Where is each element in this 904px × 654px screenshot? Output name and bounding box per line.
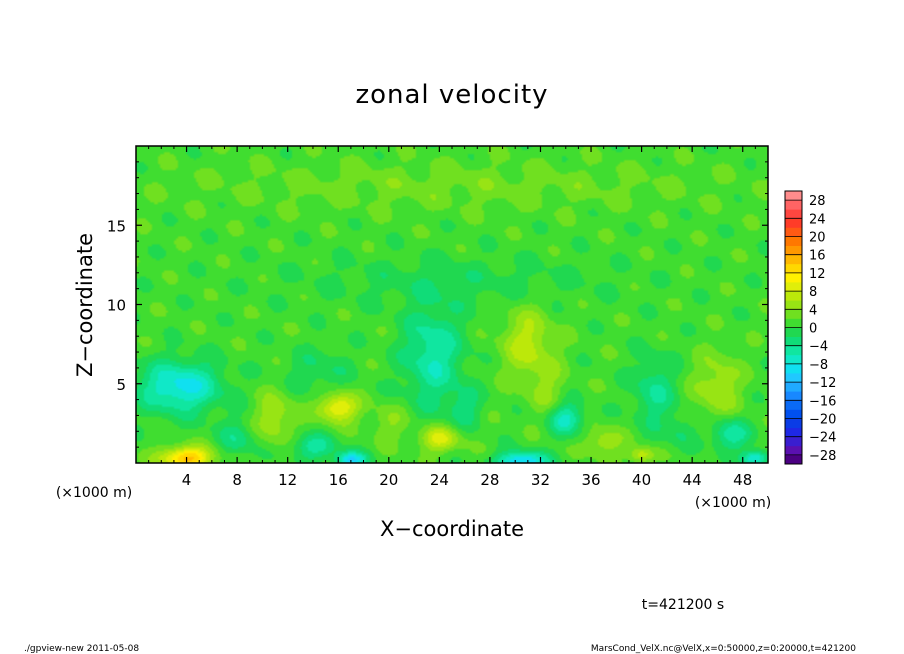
colorbar-swatch (785, 209, 802, 219)
x-tick-label: 36 (581, 471, 600, 489)
time-label: t=421200 s (642, 597, 724, 613)
colorbar-swatch (785, 191, 802, 201)
y-tick-label: 5 (116, 376, 126, 394)
colorbar-swatch (785, 409, 802, 419)
left-footer-note: ./gpview-new 2011-05-08 (24, 644, 139, 654)
x-tick-label: 48 (733, 471, 752, 489)
x-tick-label: 12 (278, 471, 297, 489)
colorbar-swatch (785, 272, 802, 283)
colorbar-swatch (785, 200, 802, 210)
x-tick-label: 24 (430, 471, 449, 489)
x-tick-label: 28 (480, 471, 499, 489)
colorbar-swatch (785, 254, 802, 265)
x-tick-label: 44 (683, 471, 702, 489)
right-footer-note: MarsCond_VelX.nc@VelX,x=0:50000,z=0:2000… (591, 644, 856, 654)
colorbar-swatch (785, 227, 802, 237)
colorbar-tick-label: 16 (809, 249, 826, 264)
colorbar-tick-label: 24 (809, 212, 826, 227)
heatmap-field (136, 146, 768, 463)
colorbar-swatch (785, 427, 802, 438)
x-tick-label: 20 (379, 471, 398, 489)
colorbar-swatch (785, 373, 802, 383)
colorbar-swatch (785, 236, 802, 246)
colorbar-tick-label: −16 (809, 394, 836, 409)
colorbar: −28 −24 −20 −16 −12 −8 −4 0 4 8 12 16 20 24 28 (784, 190, 836, 465)
x-axis-ticks: 4 8 12 16 20 24 28 32 36 40 44 48 (148, 146, 756, 489)
colorbar-tick-label: 28 (809, 194, 826, 209)
colorbar-swatch (785, 345, 802, 356)
colorbar-tick-label: 12 (809, 267, 826, 282)
colorbar-swatch (785, 327, 802, 337)
colorbar-tick-label: −24 (809, 431, 836, 446)
colorbar-swatch (785, 354, 802, 365)
colorbar-swatch (785, 400, 802, 410)
y-unit-label: (×1000 m) (56, 485, 132, 501)
colorbar-swatch (785, 309, 802, 319)
chart-title: zonal velocity (355, 80, 548, 110)
y-tick-label: 15 (107, 217, 126, 235)
colorbar-swatch (785, 245, 802, 256)
x-tick-label: 40 (632, 471, 651, 489)
colorbar-swatch (785, 282, 802, 292)
colorbar-tick-label: −4 (809, 340, 828, 355)
colorbar-swatch (785, 363, 802, 374)
colorbar-tick-label: 20 (809, 231, 826, 246)
colorbar-tick-label: 4 (809, 303, 817, 318)
colorbar-tick-label: −12 (809, 376, 836, 391)
colorbar-tick-label: −28 (809, 449, 836, 464)
colorbar-swatch (785, 391, 802, 401)
colorbar-swatch (785, 291, 802, 301)
y-axis-ticks: 5 10 15 (107, 161, 768, 448)
colorbar-tick-label: 0 (809, 322, 817, 337)
x-tick-label: 32 (531, 471, 550, 489)
colorbar-swatch (785, 436, 802, 447)
colorbar-swatch (785, 454, 802, 465)
colorbar-swatch (785, 382, 802, 392)
x-axis-label: X−coordinate (380, 517, 524, 541)
colorbar-swatch (785, 218, 802, 228)
colorbar-tick-label: −8 (809, 358, 828, 373)
colorbar-swatch (785, 445, 802, 456)
colorbar-swatch (785, 263, 802, 274)
x-tick-label: 4 (182, 471, 192, 489)
colorbar-tick-label: 8 (809, 285, 817, 300)
colorbar-swatch (785, 318, 802, 328)
y-axis-label: Z−coordinate (73, 233, 97, 377)
colorbar-swatch (785, 336, 802, 347)
colorbar-swatch (785, 300, 802, 310)
x-unit-label: (×1000 m) (695, 495, 771, 511)
y-tick-label: 10 (107, 297, 126, 315)
x-tick-label: 16 (329, 471, 348, 489)
colorbar-tick-label: −20 (809, 413, 836, 428)
colorbar-swatch (785, 418, 802, 428)
x-tick-label: 8 (232, 471, 242, 489)
